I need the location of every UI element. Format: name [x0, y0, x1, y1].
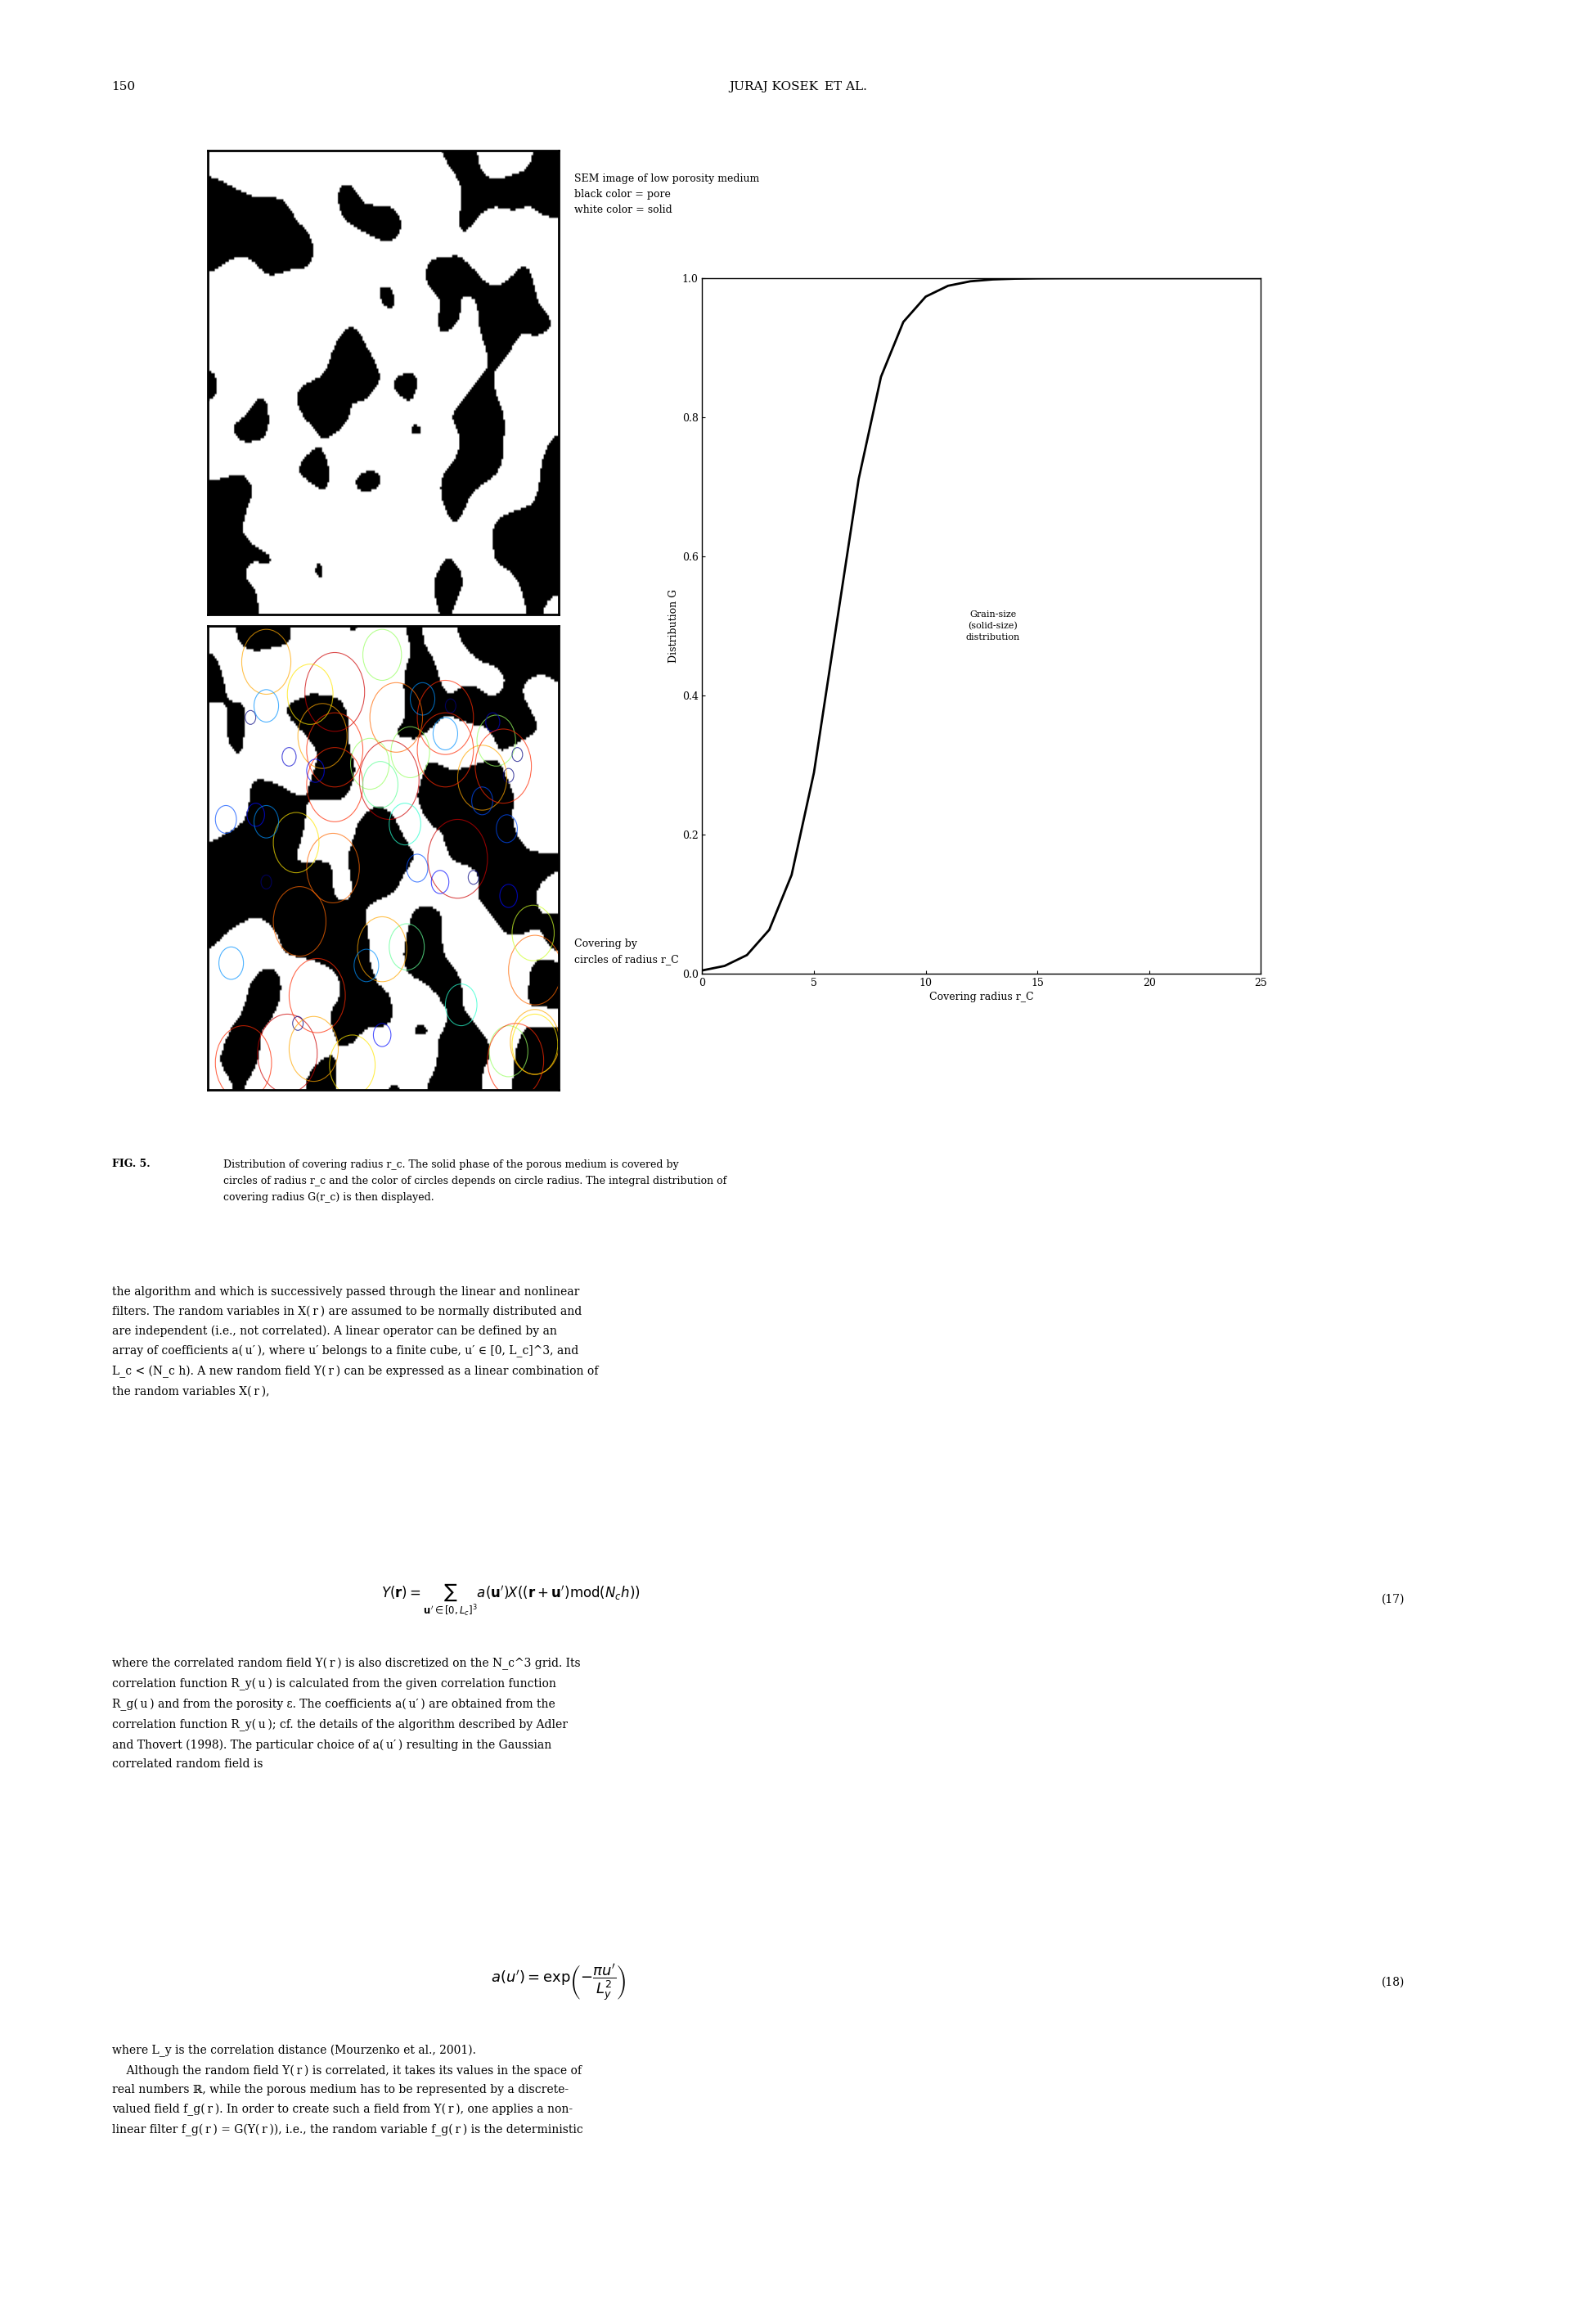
Text: $Y(\mathbf{r}) = \sum_{\mathbf{u}' \in [0,L_c]^3} a(\mathbf{u}')X((\mathbf{r} + : $Y(\mathbf{r}) = \sum_{\mathbf{u}' \in [… — [381, 1581, 640, 1618]
Text: where the correlated random field Y( r ) is also discretized on the N_c^3 grid. : where the correlated random field Y( r )… — [112, 1657, 581, 1771]
Text: (18): (18) — [1381, 1977, 1404, 1987]
Text: $a(u') = \exp\!\left(-\dfrac{\pi u'}{L_y^2}\right)$: $a(u') = \exp\!\left(-\dfrac{\pi u'}{L_y… — [492, 1961, 626, 2003]
Text: Covering by
circles of radius r_C: Covering by circles of radius r_C — [575, 939, 678, 964]
Text: Grain-size
(solid-size)
distribution: Grain-size (solid-size) distribution — [966, 610, 1020, 642]
Text: where L_y is the correlation distance (Mourzenko et al., 2001).
    Although the: where L_y is the correlation distance (M… — [112, 2044, 583, 2137]
Text: JURAJ KOSEK  ET AL.: JURAJ KOSEK ET AL. — [729, 81, 867, 93]
Text: Distribution of covering radius r_c. The solid phase of the porous medium is cov: Distribution of covering radius r_c. The… — [223, 1159, 726, 1203]
X-axis label: Covering radius r_C: Covering radius r_C — [929, 992, 1034, 1001]
Text: (17): (17) — [1381, 1595, 1404, 1604]
Text: SEM image of low porosity medium
black color = pore
white color = solid: SEM image of low porosity medium black c… — [575, 174, 760, 216]
Y-axis label: Distribution G: Distribution G — [669, 589, 678, 663]
Text: 150: 150 — [112, 81, 136, 93]
Text: FIG. 5.: FIG. 5. — [112, 1159, 150, 1171]
Text: the algorithm and which is successively passed through the linear and nonlinear
: the algorithm and which is successively … — [112, 1286, 598, 1398]
